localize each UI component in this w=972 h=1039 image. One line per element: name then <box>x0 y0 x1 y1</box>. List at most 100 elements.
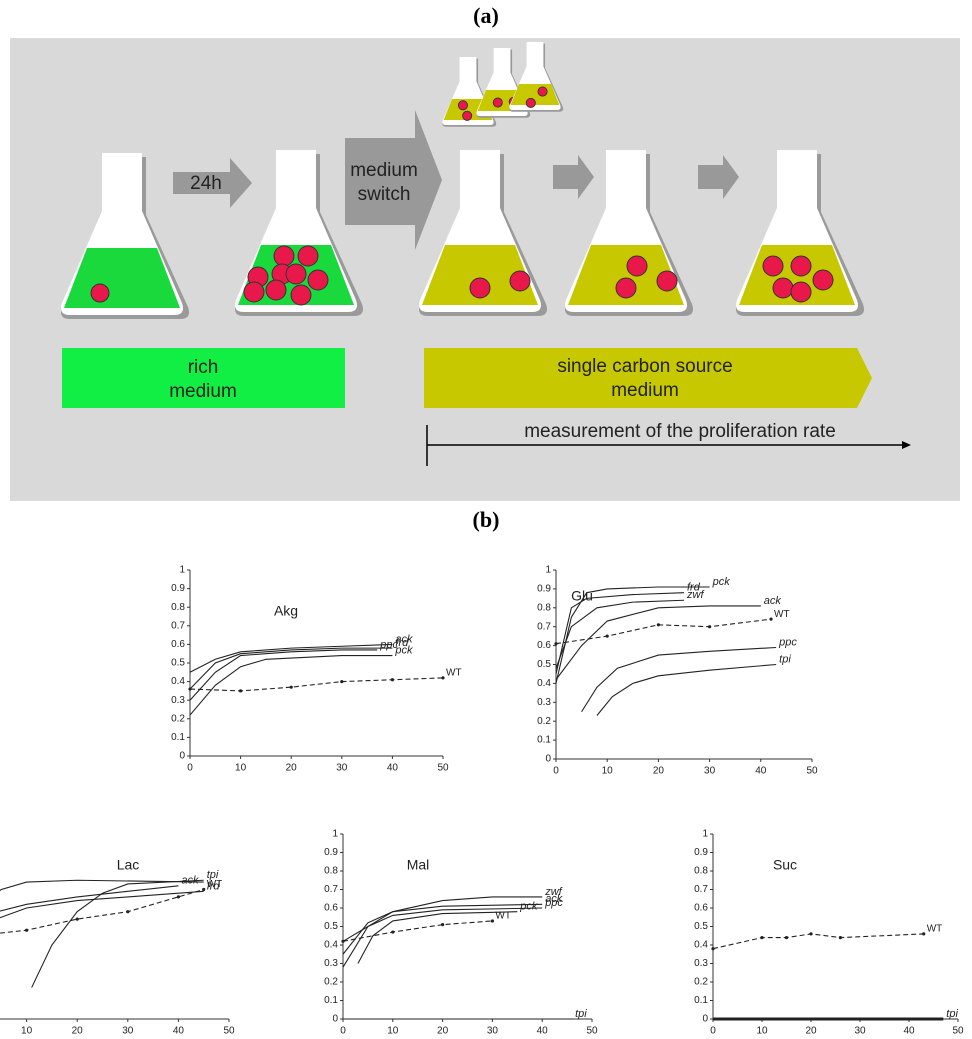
panel-label: (a) <box>473 3 499 28</box>
timeline-label: measurement of the proliferation rate <box>524 421 836 442</box>
point <box>554 642 557 645</box>
point <box>769 618 772 621</box>
y-tick-label: 0.3 <box>171 695 185 706</box>
x-tick-label: 20 <box>805 1026 817 1034</box>
x-tick-label: 20 <box>286 763 298 774</box>
series-line <box>190 650 377 700</box>
y-tick-label: 0.2 <box>324 977 338 988</box>
series-line <box>597 665 776 716</box>
series-label: tpi <box>575 1008 587 1020</box>
x-tick-label: 30 <box>336 763 348 774</box>
y-tick-label: 0.4 <box>694 940 708 951</box>
y-tick-label: 0.5 <box>694 921 708 932</box>
y-tick-label: 0.1 <box>171 732 185 743</box>
point <box>441 923 444 926</box>
point <box>657 623 660 626</box>
chart-title: Akg <box>274 603 298 619</box>
point <box>785 936 788 939</box>
x-tick-label: 10 <box>756 1026 768 1034</box>
point <box>188 687 191 690</box>
point <box>606 635 609 638</box>
x-tick-label: 0 <box>553 766 559 777</box>
point <box>711 947 714 950</box>
chart-title: Mal <box>407 857 430 873</box>
x-tick-label: 10 <box>387 1026 399 1034</box>
y-tick-label: 0.6 <box>171 639 185 650</box>
point <box>340 680 343 683</box>
y-tick-label: 0.5 <box>171 658 185 669</box>
x-tick-label: 50 <box>806 766 818 777</box>
bar-label: medium <box>169 381 237 402</box>
x-tick-label: 20 <box>653 766 665 777</box>
point <box>391 930 394 933</box>
x-tick-label: 30 <box>122 1026 134 1034</box>
series-label: pck <box>394 644 413 656</box>
x-tick-label: 40 <box>537 1026 549 1034</box>
y-tick-label: 0 <box>545 754 551 765</box>
y-tick-label: 0.9 <box>171 583 185 594</box>
series-label: ppc <box>544 897 563 909</box>
series-label: tpi <box>779 653 791 665</box>
series-label: zwf <box>686 589 704 601</box>
x-tick-label: 20 <box>437 1026 449 1034</box>
y-tick-label: 0.8 <box>694 866 708 877</box>
y-tick-label: 0 <box>179 751 185 762</box>
series-label: pck <box>712 576 731 588</box>
y-tick-label: 0.6 <box>324 903 338 914</box>
y-tick-label: 0.7 <box>324 884 338 895</box>
y-tick-label: 0.1 <box>694 995 708 1006</box>
y-tick-label: 0.7 <box>694 884 708 895</box>
series-line <box>343 897 542 967</box>
series-label: WT <box>774 609 790 620</box>
bar-label: rich <box>188 357 219 378</box>
series-line <box>190 678 443 691</box>
y-tick-label: 0.7 <box>171 620 185 631</box>
figure: (a) 24h medium switch rich medium single… <box>0 0 972 1034</box>
x-tick-label: 30 <box>704 766 716 777</box>
y-tick-label: 0 <box>332 1014 338 1025</box>
series-label: WT <box>495 911 511 922</box>
point <box>290 686 293 689</box>
y-tick-label: 0.6 <box>537 640 551 651</box>
series-line <box>358 912 517 964</box>
arrow-label: medium <box>350 160 418 181</box>
x-tick-label: 20 <box>72 1026 84 1034</box>
x-tick-label: 50 <box>586 1026 598 1034</box>
series-line <box>713 934 924 949</box>
x-tick-label: 0 <box>340 1026 346 1034</box>
series-line <box>556 619 771 644</box>
x-tick-label: 50 <box>223 1026 235 1034</box>
point <box>76 918 79 921</box>
y-tick-label: 0.5 <box>537 659 551 670</box>
y-tick-label: 0.3 <box>694 958 708 969</box>
y-tick-label: 0.4 <box>537 678 551 689</box>
series-line <box>0 886 178 917</box>
chart-title: Lac <box>117 857 140 873</box>
y-tick-label: 0.8 <box>324 866 338 877</box>
y-tick-label: 0.4 <box>324 940 338 951</box>
arrow-label: switch <box>358 184 411 205</box>
series-line <box>0 890 204 936</box>
point <box>441 676 444 679</box>
x-tick-label: 0 <box>187 763 193 774</box>
arrow-label: 24h <box>190 173 222 194</box>
x-tick-label: 40 <box>903 1026 915 1034</box>
x-tick-label: 40 <box>173 1026 185 1034</box>
y-tick-label: 0 <box>702 1014 708 1025</box>
x-tick-label: 50 <box>437 763 449 774</box>
point <box>809 932 812 935</box>
y-tick-label: 0.2 <box>694 977 708 988</box>
series-line <box>190 656 392 716</box>
y-tick-label: 0.4 <box>171 676 185 687</box>
series-label: tpi <box>946 1008 958 1020</box>
x-tick-label: 10 <box>235 763 247 774</box>
series-label: pck <box>519 901 538 913</box>
point <box>839 936 842 939</box>
series-line <box>0 891 204 926</box>
point <box>708 625 711 628</box>
point <box>922 932 925 935</box>
y-tick-label: 0.3 <box>537 697 551 708</box>
point <box>177 895 180 898</box>
y-tick-label: 0.9 <box>537 584 551 595</box>
y-tick-label: 0.2 <box>171 713 185 724</box>
